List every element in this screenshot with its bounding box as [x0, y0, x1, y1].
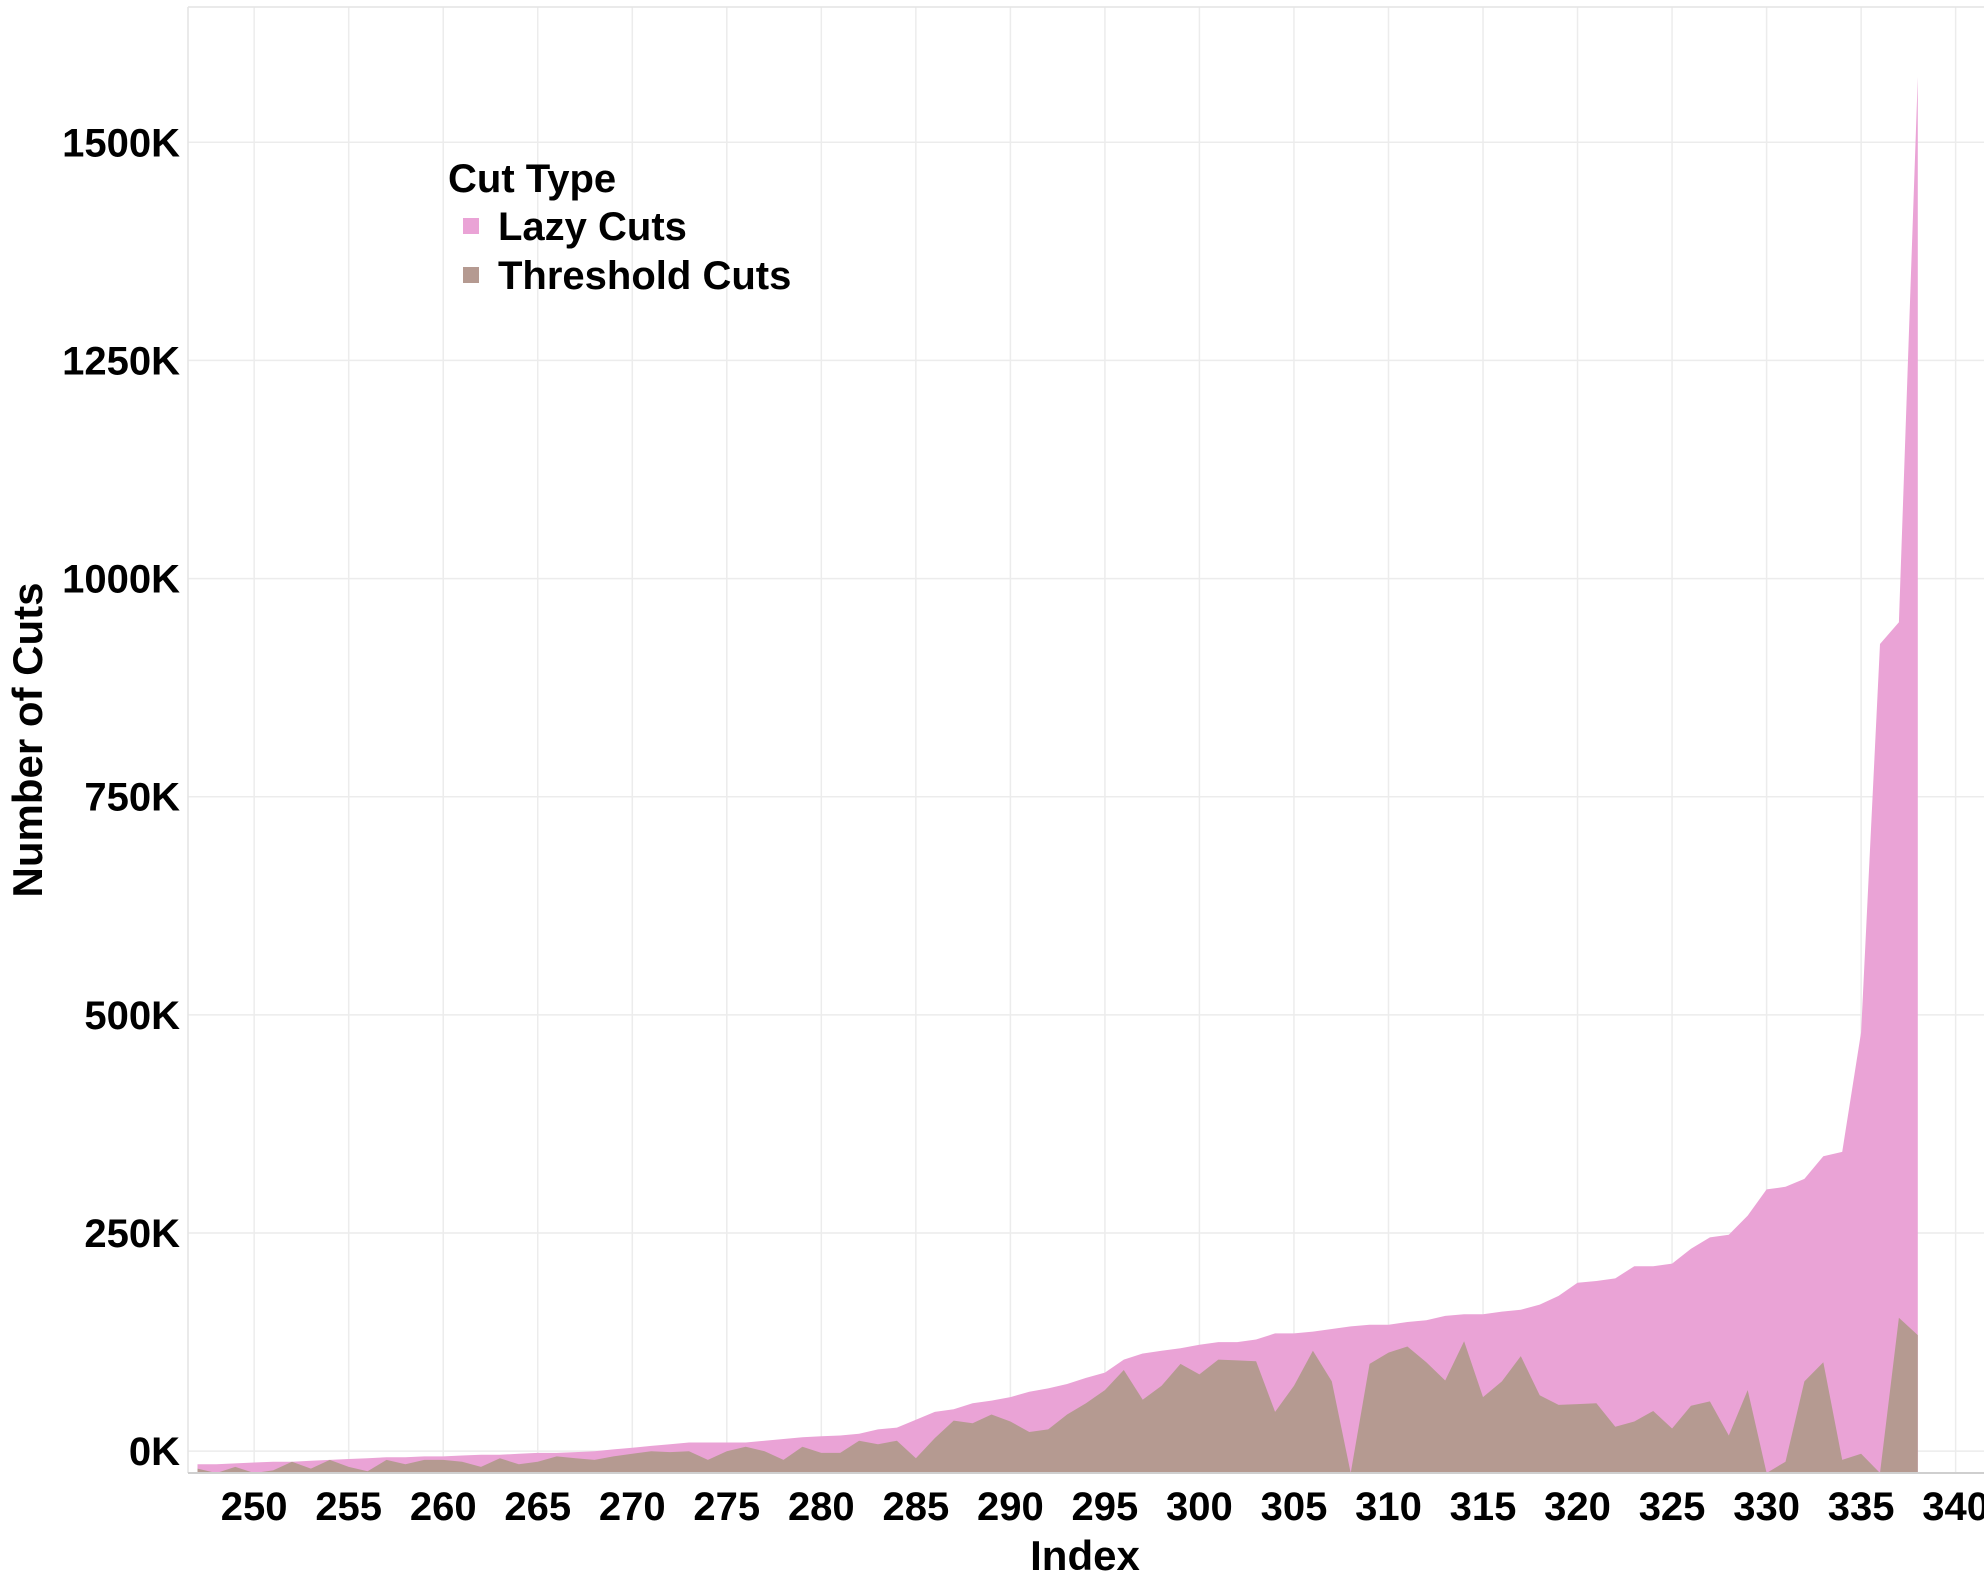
area-series-threshold-cuts — [197, 1317, 1918, 1473]
y-axis-ticks: 0K 250K 500K 750K 1000K 1250K 1500K — [62, 121, 180, 1474]
x-tick-label: 295 — [1072, 1485, 1139, 1529]
x-tick-label: 270 — [599, 1485, 666, 1529]
x-tick-label: 300 — [1166, 1485, 1233, 1529]
x-tick-label: 310 — [1355, 1485, 1422, 1529]
x-tick-label: 340 — [1922, 1485, 1984, 1529]
x-tick-label: 305 — [1261, 1485, 1328, 1529]
x-tick-label: 330 — [1733, 1485, 1800, 1529]
y-tick-label: 1500K — [62, 121, 180, 165]
x-tick-label: 290 — [977, 1485, 1044, 1529]
x-axis-title: Index — [1030, 1532, 1140, 1579]
x-tick-label: 250 — [221, 1485, 288, 1529]
x-tick-label: 320 — [1544, 1485, 1611, 1529]
x-tick-label: 260 — [410, 1485, 477, 1529]
x-tick-label: 335 — [1828, 1485, 1895, 1529]
grid — [188, 7, 1984, 1473]
legend-label-threshold-cuts: Threshold Cuts — [498, 254, 791, 298]
x-axis-ticks: 250 255 260 265 270 275 280 285 290 295 300 305 310 3… — [221, 1485, 1984, 1529]
legend-label-lazy-cuts: Lazy Cuts — [498, 205, 687, 249]
x-tick-label: 275 — [693, 1485, 760, 1529]
x-tick-label: 285 — [882, 1485, 949, 1529]
series-areas — [197, 76, 1918, 1473]
x-tick-label: 265 — [504, 1485, 571, 1529]
legend: Cut Type Lazy Cuts Threshold Cuts — [448, 157, 791, 298]
y-tick-label: 250K — [84, 1212, 180, 1256]
y-tick-label: 0K — [129, 1430, 180, 1474]
x-tick-label: 280 — [788, 1485, 855, 1529]
y-tick-label: 750K — [84, 776, 180, 820]
x-tick-label: 315 — [1450, 1485, 1517, 1529]
legend-swatch-lazy-cuts — [463, 218, 479, 234]
x-tick-label: 255 — [315, 1485, 382, 1529]
area-series-lazy-cuts — [197, 76, 1918, 1473]
x-tick-label: 325 — [1639, 1485, 1706, 1529]
legend-title: Cut Type — [448, 157, 616, 201]
legend-swatch-threshold-cuts — [463, 267, 479, 283]
y-tick-label: 1250K — [62, 339, 180, 383]
y-tick-label: 500K — [84, 994, 180, 1038]
y-tick-label: 1000K — [62, 558, 180, 602]
y-axis-title: Number of Cuts — [4, 583, 51, 898]
